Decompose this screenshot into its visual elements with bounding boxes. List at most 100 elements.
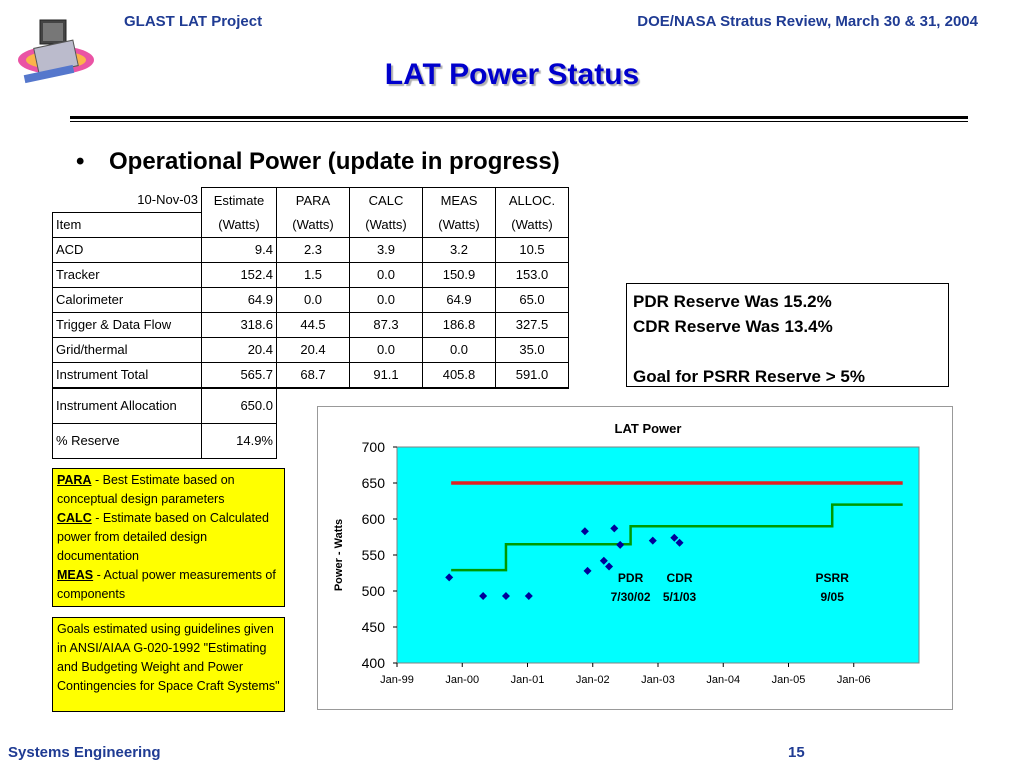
- col-unit: (Watts): [276, 212, 350, 238]
- cell-reserve: 14.9%: [201, 422, 277, 459]
- col-unit: (Watts): [495, 212, 569, 238]
- table-row-allocation: Instrument Allocation 650.0: [52, 387, 569, 424]
- col-unit: (Watts): [201, 212, 277, 238]
- para-term: PARA: [57, 473, 92, 487]
- goals-note-box: Goals estimated using guidelines given i…: [52, 617, 285, 712]
- table-row: Tracker 152.4 1.5 0.0 150.9 153.0: [52, 261, 569, 288]
- cell-meas: 0.0: [422, 336, 496, 363]
- meas-term: MEAS: [57, 568, 94, 582]
- cell-para: 2.3: [276, 236, 350, 263]
- data-point-marker: [583, 566, 592, 575]
- cell-estimate: 565.7: [201, 361, 277, 389]
- cell-calc: 0.0: [349, 261, 423, 288]
- plot-area: [396, 446, 920, 664]
- x-tick-label: Jan-04: [706, 674, 740, 686]
- cell-para: 44.5: [276, 311, 350, 338]
- cell-alloc: 591.0: [495, 361, 569, 389]
- power-table: 10-Nov-03 Estimate PARA CALC MEAS ALLOC.…: [52, 187, 569, 459]
- y-tick-label: 700: [362, 439, 386, 455]
- cell-meas: 64.9: [422, 286, 496, 313]
- title-rule-thin: [70, 121, 968, 122]
- data-point-marker: [501, 592, 510, 601]
- cell-meas: 405.8: [422, 361, 496, 389]
- data-point-marker: [445, 573, 454, 582]
- data-point-marker: [479, 592, 488, 601]
- table-row: Grid/thermal 20.4 20.4 0.0 0.0 35.0: [52, 336, 569, 363]
- table-date: 10-Nov-03: [137, 192, 198, 207]
- row-item: Instrument Allocation: [52, 387, 202, 424]
- data-point-marker: [610, 524, 619, 533]
- table-row: Calorimeter 64.9 0.0 0.0 64.9 65.0: [52, 286, 569, 313]
- col-header-calc: CALC: [349, 187, 423, 212]
- lat-power-chart: LAT Power Power - Watts 700 650 600 550 500 450…: [333, 421, 920, 686]
- chart-title: LAT Power: [615, 421, 682, 436]
- bullet-marker: •: [76, 148, 85, 175]
- cell-para: 20.4: [276, 336, 350, 363]
- row-item: ACD: [52, 236, 202, 263]
- cell-estimate: 9.4: [201, 236, 277, 263]
- col-header-item: Item: [52, 211, 202, 238]
- col-header-meas: MEAS: [422, 187, 496, 212]
- cell-meas: 150.9: [422, 261, 496, 288]
- cell-alloc: 327.5: [495, 311, 569, 338]
- row-item: Trigger & Data Flow: [52, 311, 202, 338]
- col-unit: (Watts): [422, 212, 496, 238]
- table-head-row-2: Item (Watts) (Watts) (Watts) (Watts) (Wa…: [52, 211, 569, 238]
- reserve-summary-box: PDR Reserve Was 15.2% CDR Reserve Was 13…: [626, 283, 949, 387]
- milestone-label: PSRR: [816, 571, 850, 585]
- page-number: 15: [788, 744, 805, 761]
- data-point-marker: [648, 536, 657, 545]
- cell-calc: 3.9: [349, 236, 423, 263]
- cell-para: 0.0: [276, 286, 350, 313]
- definitions-box: PARA - Best Estimate based on conceptual…: [52, 468, 285, 607]
- x-tick-label: Jan-02: [576, 674, 610, 686]
- table-row-reserve: % Reserve 14.9%: [52, 422, 569, 459]
- x-tick-label: Jan-00: [445, 674, 479, 686]
- cell-estimate: 20.4: [201, 336, 277, 363]
- table-row: Trigger & Data Flow 318.6 44.5 87.3 186.…: [52, 311, 569, 338]
- data-point-marker: [616, 540, 625, 549]
- milestone-date: 9/05: [821, 590, 845, 604]
- row-item: Calorimeter: [52, 286, 202, 313]
- header-review: DOE/NASA Stratus Review, March 30 & 31, …: [637, 13, 978, 30]
- y-tick-label: 600: [362, 511, 386, 527]
- data-point-marker: [670, 533, 679, 542]
- meas-definition: - Actual power measurements of component…: [57, 568, 276, 601]
- col-header-estimate: Estimate: [201, 187, 277, 212]
- milestone-date: 7/30/02: [611, 590, 651, 604]
- chart-frame: LAT Power Power - Watts 700 650 600 550 500 450…: [317, 406, 953, 710]
- data-point-marker: [675, 538, 684, 547]
- cell-calc: 0.0: [349, 336, 423, 363]
- x-tick-label: Jan-99: [380, 674, 414, 686]
- goals-text: Goals estimated using guidelines given i…: [57, 622, 280, 693]
- cell-para: 1.5: [276, 261, 350, 288]
- col-header-para: PARA: [276, 187, 350, 212]
- cell-calc: 87.3: [349, 311, 423, 338]
- title-rule: [70, 116, 968, 119]
- cell-estimate: 64.9: [201, 286, 277, 313]
- row-item: % Reserve: [52, 422, 202, 459]
- cell-alloc: 10.5: [495, 236, 569, 263]
- calc-term: CALC: [57, 511, 92, 525]
- cell-estimate: 152.4: [201, 261, 277, 288]
- col-header-alloc: ALLOC.: [495, 187, 569, 212]
- cell-alloc: 35.0: [495, 336, 569, 363]
- footer-dept: Systems Engineering: [8, 744, 161, 761]
- calc-definition: - Estimate based on Calculated power fro…: [57, 511, 269, 563]
- row-item: Tracker: [52, 261, 202, 288]
- data-point-marker: [605, 562, 614, 571]
- cell-para: 68.7: [276, 361, 350, 389]
- cell-calc: 0.0: [349, 286, 423, 313]
- page-title: LAT Power Status: [384, 58, 640, 91]
- cell-calc: 91.1: [349, 361, 423, 389]
- cell-meas: 186.8: [422, 311, 496, 338]
- table-row-total: Instrument Total 565.7 68.7 91.1 405.8 5…: [52, 361, 569, 389]
- milestone-label: CDR: [667, 571, 693, 585]
- cell-alloc: 153.0: [495, 261, 569, 288]
- table-head-row-1: 10-Nov-03 Estimate PARA CALC MEAS ALLOC.: [53, 187, 569, 212]
- x-tick-label: Jan-01: [511, 674, 545, 686]
- milestone-label: PDR: [618, 571, 644, 585]
- y-tick-label: 450: [362, 619, 386, 635]
- pdr-reserve: PDR Reserve Was 15.2%: [633, 292, 832, 311]
- row-item: Instrument Total: [52, 361, 202, 389]
